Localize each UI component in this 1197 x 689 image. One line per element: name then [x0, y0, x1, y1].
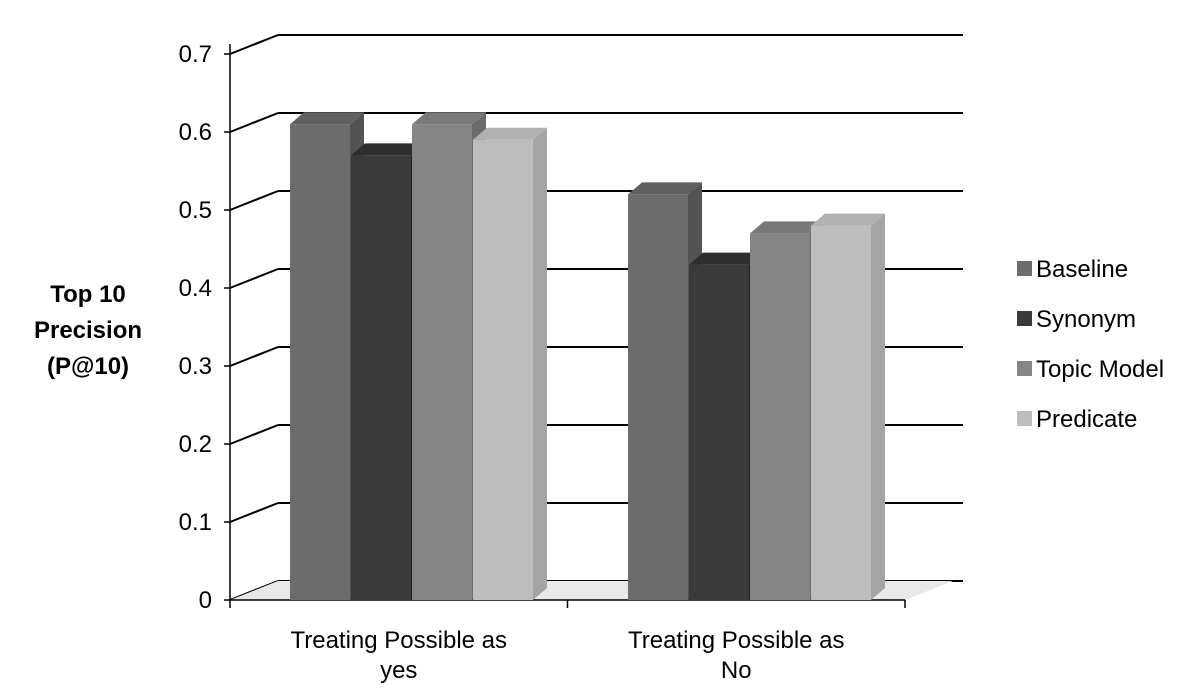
bar-top [473, 127, 547, 140]
legend-item: Synonym [1017, 306, 1136, 333]
side-wall-gridline [229, 112, 279, 133]
side-wall-gridline [229, 190, 279, 211]
bar-top [628, 182, 702, 195]
x-category-label: Treating Possible as No [628, 627, 845, 684]
bar-top [412, 112, 486, 125]
y-tick-label: 0.4 [179, 275, 212, 302]
side-wall-gridline [229, 502, 279, 523]
legend-label: Baseline [1036, 256, 1128, 283]
bar-front [473, 139, 533, 601]
legend-item: Topic Model [1017, 356, 1164, 383]
bar-front [689, 264, 749, 600]
legend-label: Topic Model [1036, 356, 1164, 383]
x-category-label-line: Treating Possible as [290, 627, 507, 654]
y-axis-label-line: Precision [34, 317, 142, 344]
y-axis-label-line: Top 10 [50, 281, 126, 308]
side-wall-gridline [229, 268, 279, 289]
legend-item: Predicate [1017, 406, 1137, 433]
y-tick-label: 0.1 [179, 509, 212, 536]
y-tick-label: 0 [199, 587, 212, 614]
bar-top [811, 213, 885, 226]
y-tick-label: 0.6 [179, 119, 212, 146]
side-wall-gridline [229, 34, 279, 55]
legend-item: Baseline [1017, 256, 1128, 283]
bar-front [290, 124, 350, 600]
bar [473, 127, 547, 601]
x-category-label-line: No [721, 657, 752, 684]
bar-front [351, 155, 411, 600]
x-category-label-line: yes [380, 657, 417, 684]
legend-label: Predicate [1036, 406, 1137, 433]
side-wall-gridline [229, 346, 279, 367]
bars-group [290, 112, 885, 601]
legend-swatch [1017, 311, 1032, 326]
legend-swatch [1017, 411, 1032, 426]
bar-front [628, 194, 688, 600]
y-tick-label: 0.5 [179, 197, 212, 224]
bar-front [750, 233, 810, 600]
bar-top [689, 252, 763, 265]
y-axis-label-line: (P@10) [47, 353, 129, 380]
x-category-label: Treating Possible as yes [290, 627, 507, 684]
bar-top [351, 143, 425, 156]
labels-group: 0 0.1 0.2 0.3 0.4 0.5 0.6 0.7 Treating Possible … [34, 41, 1164, 684]
bar-front [811, 225, 871, 600]
bar [811, 213, 885, 600]
bar-side [533, 127, 547, 601]
bar-top [290, 112, 364, 125]
y-tick-label: 0.2 [179, 431, 212, 458]
y-axis-label: Top 10 Precision (P@10) [34, 281, 142, 380]
legend-swatch [1017, 361, 1032, 376]
bar-front [412, 124, 472, 600]
legend-swatch [1017, 261, 1032, 276]
y-tick-label: 0.7 [179, 41, 212, 68]
bar-top [750, 221, 824, 234]
bar-side [871, 213, 885, 600]
legend-label: Synonym [1036, 306, 1136, 333]
x-category-label-line: Treating Possible as [628, 627, 845, 654]
y-tick-label: 0.3 [179, 353, 212, 380]
side-wall-gridline [229, 424, 279, 445]
